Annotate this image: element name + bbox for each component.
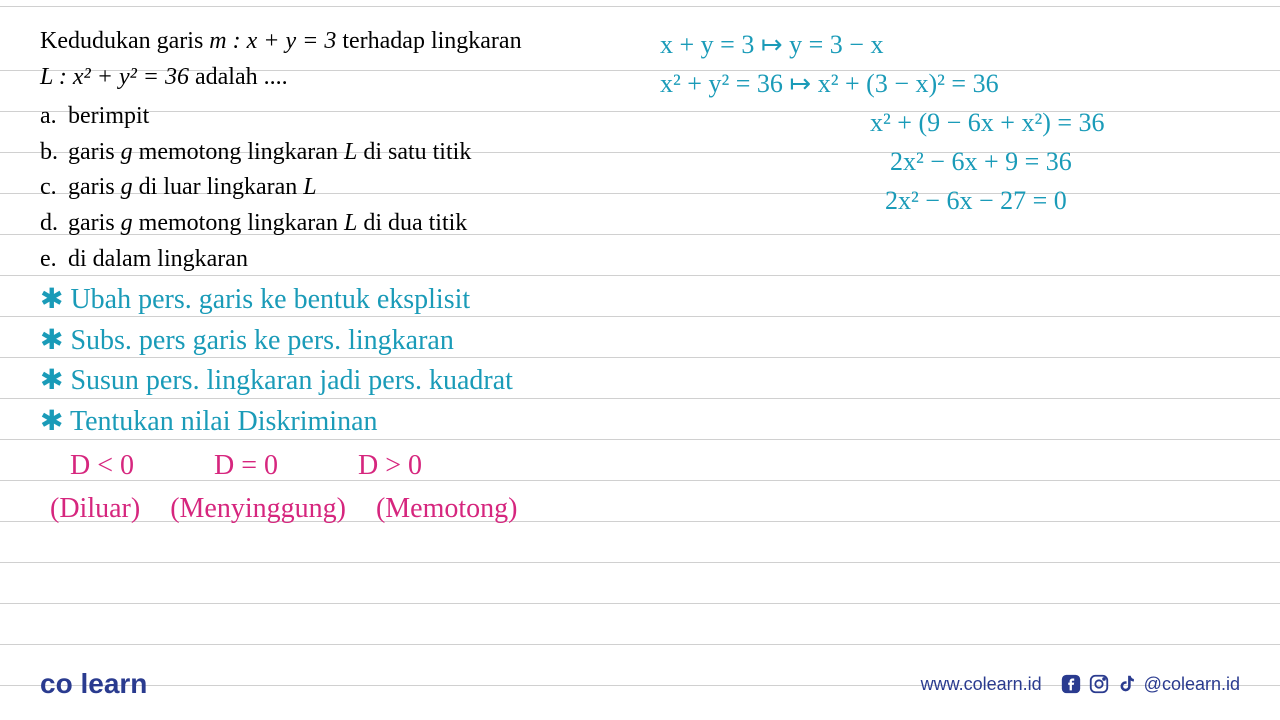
step-line: ✱ Susun pers. lingkaran jadi pers. kuadr…: [40, 361, 517, 402]
q-equation: x² + y² = 36: [73, 64, 189, 90]
brand-learn: learn: [80, 668, 147, 699]
option-text: garis: [68, 174, 121, 200]
step-line: ✱ Tentukan nilai Diskriminan: [40, 402, 517, 443]
brand-dot: [73, 670, 81, 702]
option-var: g: [121, 210, 133, 236]
brand-logo: co learn: [40, 668, 147, 700]
work-line: 2x² − 6x − 27 = 0: [660, 181, 1250, 220]
disc-label-gt: (Memotong): [376, 489, 518, 530]
footer-url: www.colearn.id: [921, 674, 1042, 695]
work-line: 2x² − 6x + 9 = 36: [660, 142, 1250, 181]
option-text: memotong lingkaran: [133, 210, 344, 236]
disc-label-lt: (Diluar): [50, 489, 140, 530]
option-e: e.di dalam lingkaran: [40, 243, 1240, 277]
discriminant-row: D < 0 D = 0 D > 0: [70, 446, 517, 487]
option-text: di dua titik: [357, 210, 467, 236]
disc-lt: D < 0: [70, 446, 134, 487]
option-var: g: [121, 139, 133, 165]
q-text: adalah ....: [189, 64, 288, 90]
footer-right: www.colearn.id @colearn.id: [921, 673, 1240, 695]
option-text: di dalam lingkaran: [68, 246, 248, 272]
option-text: garis: [68, 210, 121, 236]
option-var: L: [303, 174, 316, 200]
work-line: x² + (9 − 6x + x²) = 36: [660, 103, 1250, 142]
q-equation: m : x + y = 3: [209, 28, 336, 54]
disc-eq: D = 0: [214, 446, 278, 487]
q-text: terhadap lingkaran: [336, 28, 521, 54]
option-var: L: [344, 210, 357, 236]
discriminant-labels: (Diluar) (Menyinggung) (Memotong): [50, 489, 517, 530]
tiktok-icon: [1116, 673, 1138, 695]
option-var: L: [344, 139, 357, 165]
step-line: ✱ Subs. pers garis ke pers. lingkaran: [40, 321, 517, 362]
option-var: g: [121, 174, 133, 200]
footer: co learn www.colearn.id @colearn.id: [0, 668, 1280, 700]
q-text: Kedudukan garis: [40, 28, 209, 54]
q-text: L :: [40, 64, 73, 90]
step-line: ✱ Ubah pers. garis ke bentuk eksplisit: [40, 280, 517, 321]
option-text: memotong lingkaran: [133, 139, 344, 165]
social-icons: @colearn.id: [1060, 673, 1240, 695]
option-text: di satu titik: [357, 139, 471, 165]
work-line: x² + y² = 36 ↦ x² + (3 − x)² = 36: [660, 64, 1250, 103]
instagram-icon: [1088, 673, 1110, 695]
option-text: garis: [68, 139, 121, 165]
solution-steps: ✱ Ubah pers. garis ke bentuk eksplisit ✱…: [40, 280, 517, 530]
brand-co: co: [40, 668, 73, 699]
facebook-icon: [1060, 673, 1082, 695]
footer-handle: @colearn.id: [1144, 674, 1240, 695]
option-text: berimpit: [68, 103, 149, 129]
disc-label-eq: (Menyinggung): [170, 489, 346, 530]
disc-gt: D > 0: [358, 446, 422, 487]
work-line: x + y = 3 ↦ y = 3 − x: [660, 25, 1250, 64]
worked-solution: x + y = 3 ↦ y = 3 − x x² + y² = 36 ↦ x² …: [660, 25, 1250, 220]
option-text: di luar lingkaran: [133, 174, 304, 200]
